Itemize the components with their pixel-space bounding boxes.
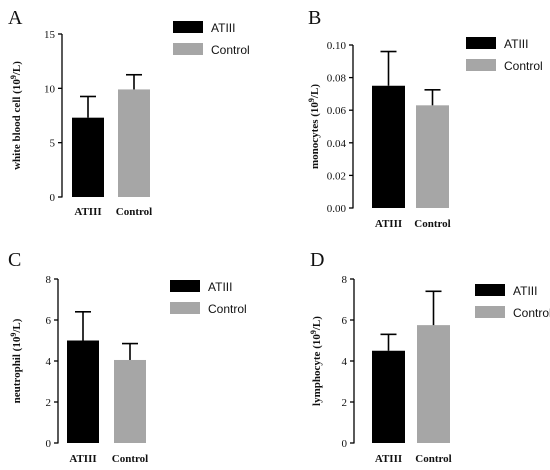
y-tick-label: 0.00 (327, 203, 347, 215)
legend: ATIII Control (466, 37, 543, 73)
y-tick-label: 5 (50, 138, 56, 150)
panel-a: A ATIII Control 0 5 10 15 white blood cell (109… (8, 7, 250, 218)
legend-label-control: Control (513, 306, 550, 320)
y-tick-label: 10 (44, 83, 56, 95)
legend-swatch-control (173, 43, 203, 55)
legend-label-atiii: ATIII (211, 21, 235, 35)
y-tick-label: 6 (342, 315, 348, 327)
x-tick-label: ATIII (375, 453, 402, 465)
y-axis-title: white blood cell (109/L) (9, 61, 23, 170)
legend-swatch-control (475, 306, 505, 318)
legend-label-control: Control (504, 59, 543, 73)
bar-atiii (67, 340, 99, 443)
panel-letter: A (8, 7, 23, 29)
x-tick-label: Control (414, 218, 450, 230)
y-tick-label: 6 (46, 315, 52, 327)
y-tick-label: 0.10 (327, 40, 347, 52)
x-tick-label: ATIII (69, 453, 96, 465)
bar-control (118, 89, 150, 197)
legend-label-control: Control (208, 302, 247, 316)
bar-atiii (72, 117, 104, 197)
y-tick-label: 4 (46, 356, 52, 368)
y-tick-label: 0 (46, 438, 52, 450)
panel-letter: C (8, 249, 21, 271)
y-tick-label: 8 (46, 274, 52, 286)
y-tick-label: 0.02 (327, 170, 346, 182)
legend-label-atiii: ATIII (513, 284, 537, 298)
bar-atiii (372, 350, 405, 443)
y-tick-label: 4 (342, 356, 348, 368)
legend-swatch-atiii (173, 21, 203, 33)
legend-swatch-atiii (466, 37, 496, 49)
x-tick-label: Control (112, 453, 148, 465)
y-axis-title: neutrophil (109/L) (9, 318, 23, 403)
y-tick-label: 0.04 (327, 138, 347, 150)
x-tick-label: ATIII (74, 206, 101, 218)
y-axis-title: lymphocyte (109/L) (309, 316, 323, 406)
legend: ATIII Control (475, 284, 550, 320)
legend-label-atiii: ATIII (208, 280, 232, 294)
x-tick-label: ATIII (375, 218, 402, 230)
legend-swatch-atiii (475, 284, 505, 296)
y-tick-label: 15 (44, 29, 56, 41)
panel-letter: B (308, 7, 321, 29)
y-axis-title: monocytes (109/L) (307, 84, 321, 169)
legend: ATIII Control (173, 21, 250, 57)
panel-letter: D (310, 249, 324, 271)
y-tick-label: 0.08 (327, 73, 347, 85)
y-tick-label: 2 (342, 397, 348, 409)
y-tick-label: 0 (342, 438, 348, 450)
panel-d: D ATIII Control 0 2 4 6 8 lymphocyte (109/L) ATII… (309, 249, 550, 465)
x-tick-label: Control (116, 206, 152, 218)
legend-swatch-control (466, 59, 496, 71)
y-tick-label: 2 (46, 397, 52, 409)
legend: ATIII Control (170, 280, 247, 316)
legend-label-atiii: ATIII (504, 37, 528, 51)
bar-control (417, 325, 450, 443)
y-tick-label: 8 (342, 274, 348, 286)
panel-c: C ATIII Control 0 2 4 6 8 neutrophil (109/L) ATII… (8, 249, 247, 465)
x-tick-label: Control (415, 453, 451, 465)
y-tick-label: 0 (50, 192, 56, 204)
legend-label-control: Control (211, 43, 250, 57)
y-tick-label: 0.06 (327, 105, 347, 117)
bar-atiii (372, 85, 405, 208)
panel-b: B ATIII Control 0.00 0.02 0.04 0.06 0.08 0.10 mon… (307, 7, 543, 230)
legend-swatch-atiii (170, 280, 200, 292)
bar-control (114, 359, 146, 443)
bar-control (416, 105, 449, 208)
legend-swatch-control (170, 302, 200, 314)
